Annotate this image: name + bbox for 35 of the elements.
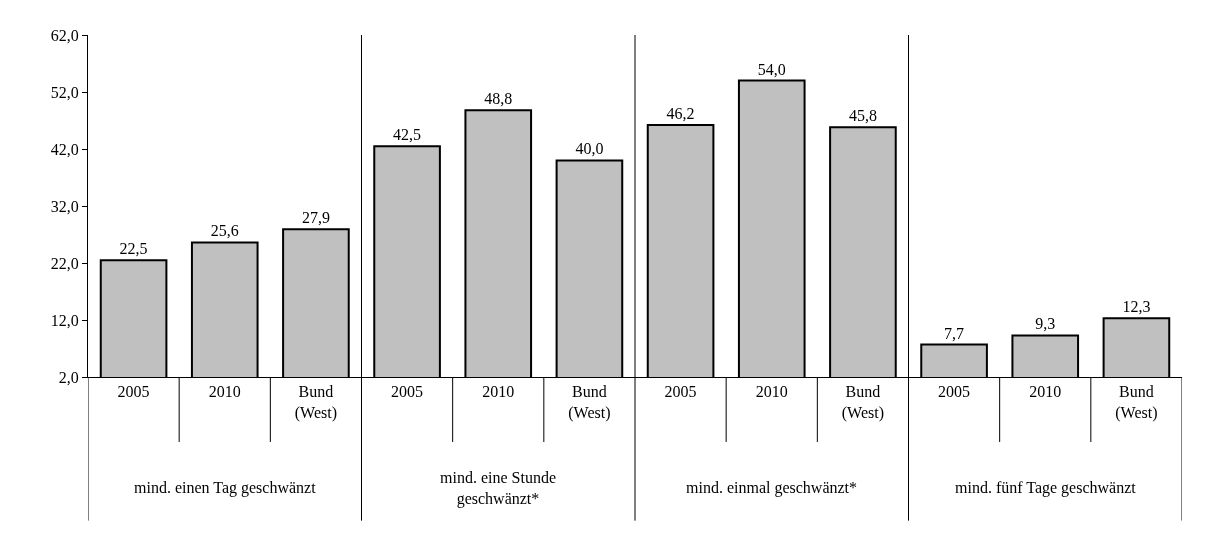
y-tick-label: 32,0 — [50, 197, 79, 215]
x-tick-label: 2005 — [938, 383, 971, 401]
data-label: 48,8 — [484, 90, 513, 108]
x-tick-label: 2010 — [482, 383, 515, 401]
data-label: 46,2 — [666, 105, 695, 123]
data-label: 40,0 — [575, 140, 604, 158]
data-label: 45,8 — [848, 107, 877, 125]
data-label: 42,5 — [393, 126, 422, 144]
x-tick-label: 2005 — [664, 383, 697, 401]
x-tick-label: 2005 — [391, 383, 424, 401]
y-tick-label: 62,0 — [50, 26, 79, 44]
x-tick-label: Bund (West) — [841, 383, 885, 422]
x-tick-label: 2010 — [1029, 383, 1062, 401]
data-label: 7,7 — [944, 324, 965, 342]
y-tick-label: 52,0 — [50, 83, 79, 101]
x-tick-label: 2010 — [208, 383, 241, 401]
data-label: 54,0 — [757, 60, 786, 78]
y-tick-label: 22,0 — [50, 254, 79, 272]
x-tick-label: 2010 — [755, 383, 788, 401]
data-label: 22,5 — [119, 240, 148, 258]
y-tick-label: 2,0 — [58, 368, 79, 386]
x-tick-label: Bund (West) — [1115, 383, 1158, 422]
x-tick-label: 2005 — [117, 383, 150, 401]
x-tick-label: Bund (West) — [568, 383, 611, 422]
data-label: 25,6 — [210, 222, 239, 240]
data-label: 12,3 — [1122, 298, 1151, 316]
x-tick-label: Bund (West) — [294, 383, 338, 422]
text: mind. einen Tag geschwänzt — [134, 479, 317, 497]
y-tick-label: 42,0 — [50, 140, 79, 158]
data-label: 9,3 — [1035, 315, 1056, 333]
y-tick-label: 12,0 — [50, 311, 79, 329]
text: mind. fünf Tage geschwänzt — [955, 479, 1137, 497]
text: mind. eine Stunde geschwänzt* — [440, 469, 556, 508]
data-label: 27,9 — [301, 209, 330, 227]
text: mind. einmal geschwänzt* — [686, 479, 858, 497]
